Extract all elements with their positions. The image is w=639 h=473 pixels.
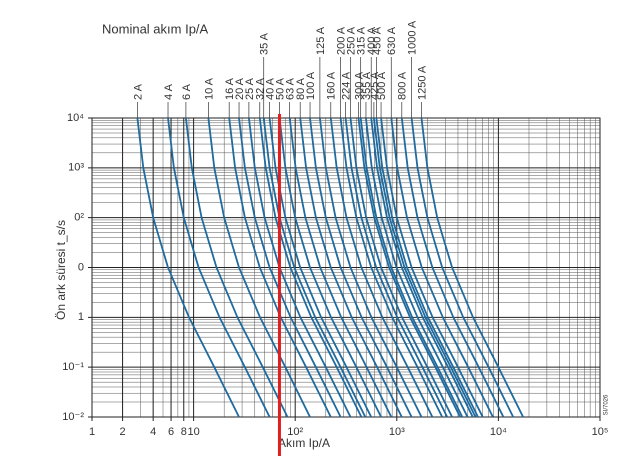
fuse-curve	[262, 117, 367, 418]
fuse-curve	[207, 117, 311, 418]
x-tick-label: 10³	[389, 426, 405, 438]
fuse-curve	[167, 117, 271, 418]
series-label: 315 A	[356, 26, 368, 55]
x-tick-label: 10	[187, 426, 199, 438]
series-label: 630 A	[386, 26, 398, 55]
series-label: 400 A	[366, 26, 378, 55]
series-label: 4 A	[163, 83, 175, 100]
y-axis-label: Ön ark süresi t_s/s	[54, 220, 68, 320]
series-label: 35 A	[259, 32, 271, 55]
fuse-curve	[365, 117, 469, 418]
series-label: 500 A	[376, 71, 388, 100]
code: SI/7026	[604, 394, 610, 415]
series-label: 25 A	[244, 77, 256, 100]
x-tick-label: 10⁵	[592, 426, 609, 438]
x-tick-label: 10²	[287, 426, 303, 438]
fuse-curve	[359, 117, 464, 418]
series-label: 63 A	[285, 77, 297, 100]
series-label: 10 A	[203, 77, 215, 100]
series-label: 40 A	[265, 77, 277, 100]
series-label: 1000 A	[407, 20, 419, 55]
series-label: 200 A	[336, 26, 348, 55]
series-label: 20 A	[234, 77, 246, 100]
fuse-curve	[410, 117, 515, 418]
series-label: 2 A	[132, 83, 144, 100]
y-tick-label: 10⁴	[67, 112, 84, 124]
fuse-curve	[238, 117, 342, 418]
fuse-curve	[309, 117, 413, 418]
y-tick-label: 10³	[68, 162, 84, 174]
series-label: 80 A	[295, 77, 307, 100]
fuse-curve	[319, 117, 423, 418]
fuse-curve	[420, 117, 524, 418]
x-axis-label: Akım Ip/A	[278, 436, 330, 450]
fuse-curve	[185, 117, 289, 418]
y-tick-label: 1	[78, 311, 84, 323]
fuse-curve	[329, 117, 434, 418]
series-label: 100 A	[305, 71, 317, 100]
series-label: 800 A	[397, 71, 409, 100]
fuse-curve	[344, 117, 449, 418]
fuse-curve	[258, 117, 363, 418]
fuse-curve	[228, 117, 332, 418]
fuse-curve	[400, 117, 505, 418]
series-label: 300 A	[353, 71, 365, 100]
fuse-curve	[349, 117, 453, 418]
fuse-curve	[339, 117, 444, 418]
x-tick-label: 6	[168, 426, 174, 438]
y-tick-label: 0²	[74, 212, 84, 224]
series-label: 224 A	[341, 71, 353, 100]
x-tick-label: 1	[89, 426, 95, 438]
x-tick-label: 10⁴	[490, 426, 507, 438]
fuse-curve	[299, 117, 403, 418]
y-tick-label: 10⁻²	[62, 411, 84, 423]
fuse-curve	[288, 117, 393, 418]
series-label: 1250 A	[416, 65, 428, 100]
fuse-curve	[390, 117, 494, 418]
series-label: 450 A	[371, 26, 383, 55]
fuse-curve	[373, 117, 477, 418]
y-tick-label: 0	[78, 261, 84, 273]
fuse-curve	[375, 117, 479, 418]
fuse-curve	[370, 117, 474, 418]
series-label: 6 A	[181, 83, 193, 100]
y-tick-label: 10⁻¹	[62, 361, 84, 373]
series-label: 125 A	[315, 26, 327, 55]
series-label: 160 A	[326, 71, 338, 100]
fuse-curve	[268, 117, 373, 418]
fuse-curve	[136, 117, 240, 418]
fuse-curve	[357, 117, 461, 418]
series-label: 16 A	[224, 77, 236, 100]
fuse-curve	[278, 117, 382, 418]
series-label: 50 A	[274, 77, 286, 100]
x-tick-label: 8	[181, 426, 187, 438]
series-label: 250 A	[345, 26, 357, 55]
x-tick-label: 2	[120, 426, 126, 438]
series-label: 355 A	[361, 71, 373, 100]
chart-title: Nominal akım Ip/A	[102, 21, 209, 36]
series-label: 425 A	[369, 71, 381, 100]
fuse-curve	[380, 117, 484, 418]
x-tick-label: 4	[150, 426, 156, 438]
